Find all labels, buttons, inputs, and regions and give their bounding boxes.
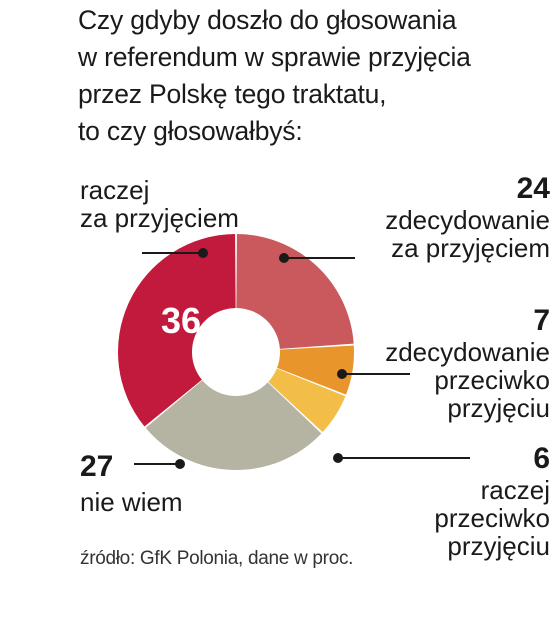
slice-value-raczej-przeciw: 6 bbox=[533, 442, 550, 475]
leader-nie-wiem-dot bbox=[175, 459, 185, 469]
chart-question-title: Czy gdyby doszło do głosowania w referen… bbox=[78, 5, 471, 146]
leader-zdecydowanie-za-dot bbox=[279, 253, 289, 263]
slice-raczej-za bbox=[118, 234, 236, 427]
source-note: źródło: GfK Polonia, dane w proc. bbox=[80, 548, 354, 569]
slice-zdecydowanie-przeciw bbox=[277, 345, 355, 395]
slice-label-raczej-za: raczej za przyjęciem bbox=[80, 175, 239, 233]
slice-label-raczej-przeciw: raczej przeciwko przyjęciu bbox=[434, 475, 550, 561]
slice-value-zdecydowanie-przeciw: 7 bbox=[533, 304, 550, 337]
slice-raczej-przeciw bbox=[268, 368, 346, 433]
slice-label-zdecydowanie-za: zdecydowanie za przyjęciem bbox=[385, 205, 550, 263]
slice-value-label-raczej-za: 36 bbox=[161, 300, 201, 341]
leader-zdecydowanie-przeciw-dot bbox=[337, 369, 347, 379]
leader-raczej-przeciw-dot bbox=[333, 453, 343, 463]
slice-nie-wiem bbox=[145, 380, 322, 470]
slice-value-nie-wiem: 27 bbox=[80, 450, 114, 483]
leader-raczej-za-dot bbox=[198, 248, 208, 258]
slice-value-zdecydowanie-za: 24 bbox=[516, 172, 550, 205]
slice-zdecydowanie-za bbox=[236, 234, 354, 349]
slice-label-nie-wiem: nie wiem bbox=[80, 487, 183, 517]
slice-label-zdecydowanie-przeciw: zdecydowanie przeciwko przyjęciu bbox=[385, 337, 550, 423]
